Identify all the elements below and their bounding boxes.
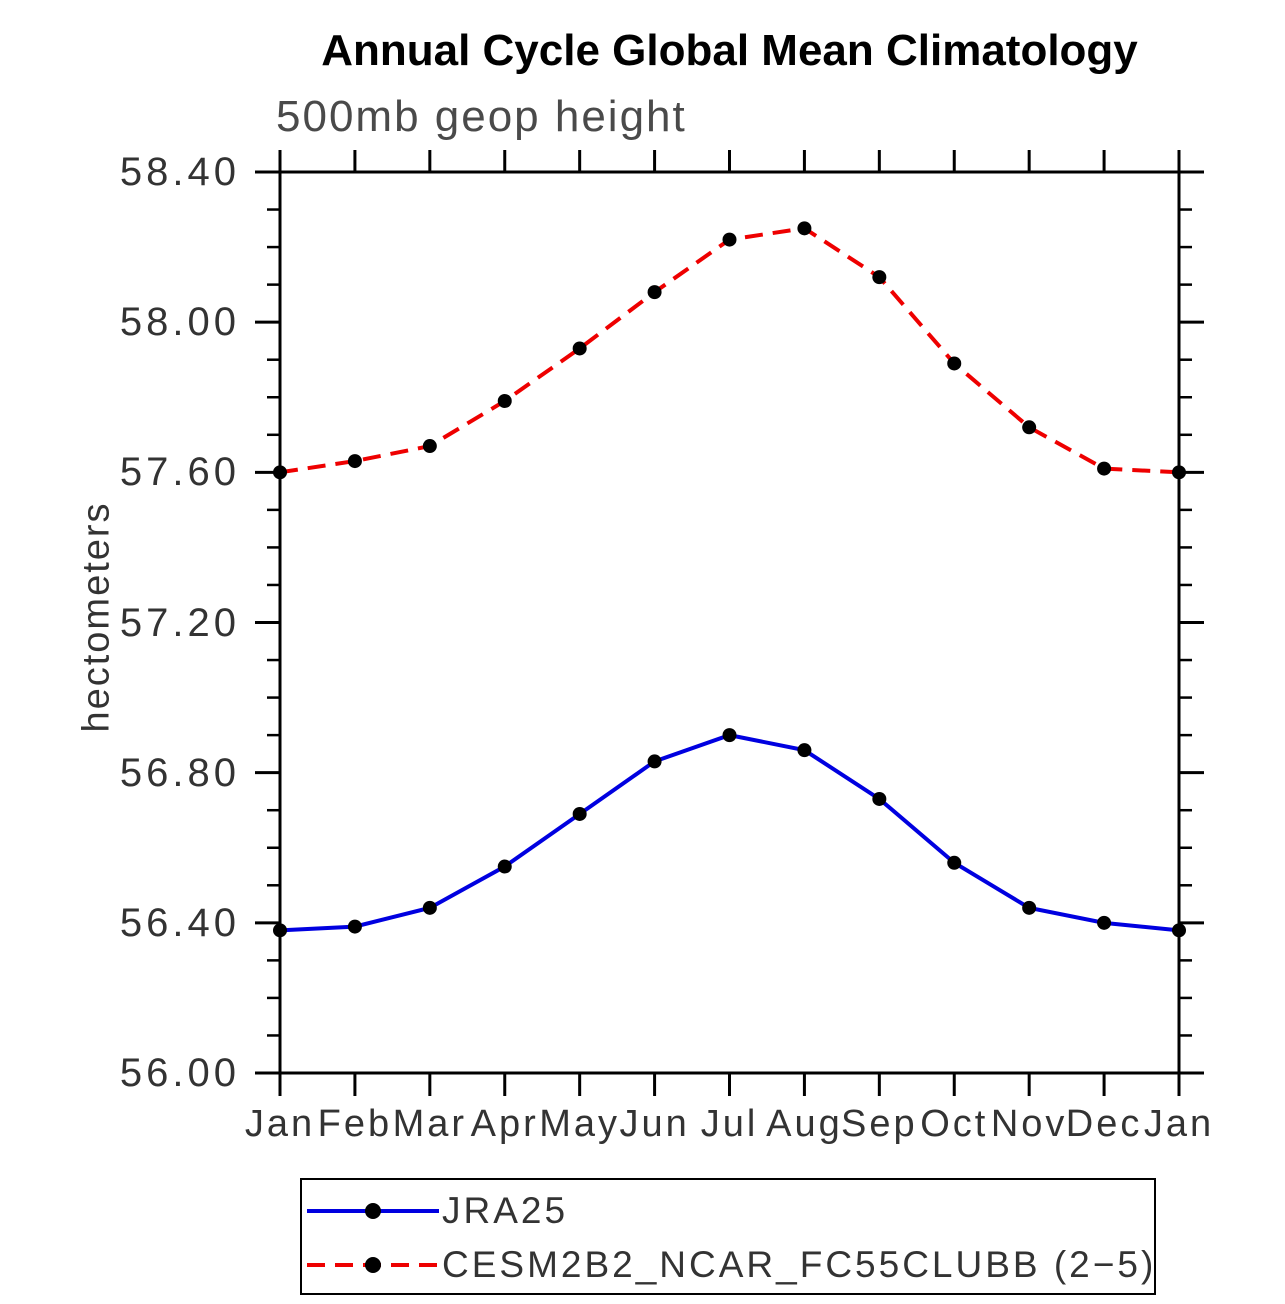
data-point-marker (497, 394, 512, 409)
legend-box: JRA25 CESM2B2_NCAR_FC55CLUBB (2−5) (300, 1178, 1156, 1295)
data-point-marker (872, 791, 887, 806)
data-point-marker (422, 439, 437, 454)
y-tick-label: 57.20 (119, 600, 240, 645)
chart-title: Annual Cycle Global Mean Climatology (321, 26, 1138, 75)
legend-line-sample-dashed (307, 1257, 439, 1273)
y-tick-label: 56.80 (119, 750, 240, 795)
data-point-marker (647, 754, 662, 769)
x-tick-label: Nov (990, 1103, 1068, 1145)
x-tick-label: Sep (841, 1103, 918, 1145)
data-point-marker (1097, 915, 1112, 930)
data-point-marker (1022, 420, 1037, 435)
legend-item-jra25: JRA25 (307, 1189, 568, 1233)
data-point-marker (947, 855, 962, 870)
plot-frame (278, 170, 1181, 1075)
data-point-marker (347, 919, 362, 934)
x-tick-label: Jun (619, 1103, 690, 1145)
x-tick-label: Jan (244, 1103, 316, 1145)
x-tick-label: Jan (1143, 1103, 1215, 1145)
data-point-marker (422, 900, 437, 915)
legend-item-cesm2b2: CESM2B2_NCAR_FC55CLUBB (2−5) (307, 1243, 1156, 1287)
y-tick-label: 57.60 (119, 450, 240, 495)
data-point-marker (872, 270, 887, 285)
data-point-marker (1022, 900, 1037, 915)
chart-subtitle: 500mb geop height (276, 92, 687, 141)
data-point-marker (1172, 465, 1186, 480)
data-point-marker (722, 728, 737, 743)
data-point-marker (1097, 461, 1112, 476)
x-tick-label: Jul (700, 1103, 759, 1145)
series-line-0 (279, 733, 1180, 933)
data-point-marker (647, 285, 662, 300)
legend-label: CESM2B2_NCAR_FC55CLUBB (2−5) (442, 1244, 1157, 1285)
legend-marker-dot (365, 1257, 381, 1273)
series-line-1 (279, 226, 1180, 475)
data-point-marker (273, 465, 287, 480)
legend-line-sample-solid (307, 1203, 439, 1219)
data-point-marker (797, 221, 812, 236)
data-point-marker (722, 232, 737, 247)
y-tick-label: 56.00 (119, 1051, 240, 1095)
data-point-marker (497, 859, 512, 874)
x-tick-label: Apr (470, 1103, 539, 1145)
x-tick-label: Aug (766, 1103, 843, 1145)
x-tick-label: Mar (392, 1103, 468, 1145)
x-tick-label: Feb (317, 1103, 393, 1145)
data-point-marker (947, 356, 962, 371)
x-tick-label: Dec (1065, 1103, 1143, 1145)
data-point-marker (572, 341, 587, 356)
x-tick-label: May (539, 1103, 621, 1145)
x-tick-label: Oct (920, 1103, 989, 1145)
data-point-marker (273, 923, 287, 938)
data-point-marker (347, 454, 362, 469)
data-point-marker (797, 743, 812, 758)
y-tick-label: 56.40 (119, 900, 240, 945)
legend-marker-dot (365, 1203, 381, 1219)
legend-label: JRA25 (442, 1190, 569, 1231)
data-point-marker (572, 806, 587, 821)
y-tick-label: 58.00 (119, 300, 240, 345)
data-point-marker (1172, 923, 1186, 938)
y-tick-label: 58.40 (119, 150, 240, 194)
